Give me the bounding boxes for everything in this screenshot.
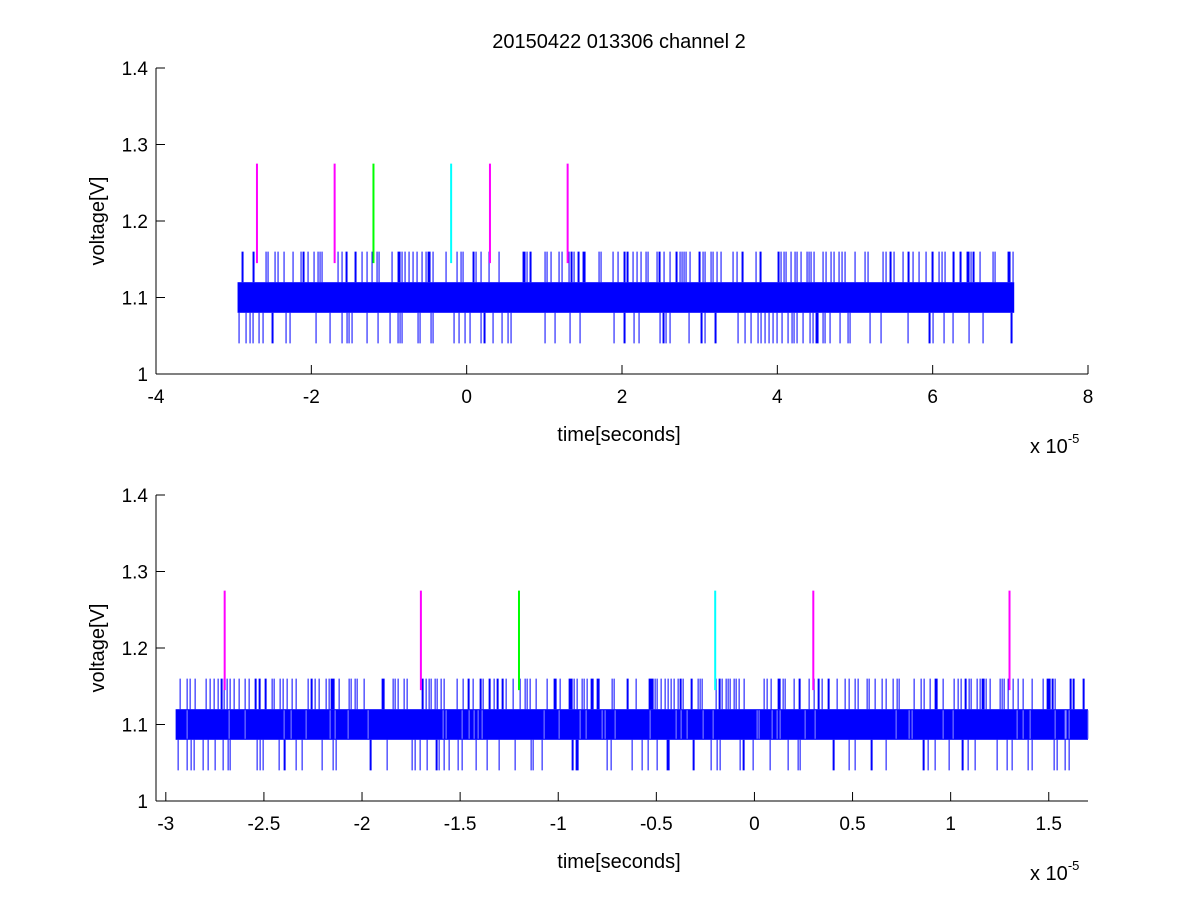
x-exponent-power: -5	[1068, 858, 1080, 873]
x-tick-label: -1.5	[444, 814, 477, 835]
y-tick-label: 1.2	[122, 212, 148, 233]
x-tick-label: -4	[148, 387, 165, 408]
x-tick-label: -2	[303, 387, 320, 408]
x-axis-label: time[seconds]	[557, 424, 680, 446]
y-tick-label: 1.1	[122, 716, 148, 737]
x-tick-label: -2	[354, 814, 371, 835]
y-tick-label: 1.4	[122, 59, 149, 80]
x-tick-label: 4	[772, 387, 783, 408]
x-tick-label: 2	[617, 387, 628, 408]
x-tick-label: 0.5	[839, 814, 865, 835]
x-exponent-base: x 10	[1030, 436, 1068, 458]
x-tick-label: 1	[945, 814, 956, 835]
y-tick-label: 1.1	[122, 289, 148, 310]
x-axis-label: time[seconds]	[557, 851, 680, 873]
y-tick-label: 1.2	[122, 639, 148, 660]
x-tick-label: -1	[550, 814, 567, 835]
x-tick-label: 0	[461, 387, 472, 408]
x-tick-label: -2.5	[248, 814, 281, 835]
y-tick-label: 1	[137, 792, 148, 813]
bottom-chart-panel: -3 -2.5 -2 -1.5 -1 -0.5 0 0.5 1 1.5 1 1.1 1.2 1.3 1.4 t…	[87, 486, 1089, 885]
top-chart-panel: -4 -2 0 2 4 6 8 1 1.1 1.2 1.3 1.4 time[seconds] volta…	[87, 31, 1093, 458]
x-exponent-label: x 10-5	[1030, 431, 1079, 458]
y-tick-label: 1.4	[122, 486, 149, 507]
x-exponent-label: x 10-5	[1030, 858, 1079, 885]
x-tick-label: 8	[1083, 387, 1094, 408]
chart-title: 20150422 013306 channel 2	[492, 31, 746, 53]
x-tick-label: 6	[927, 387, 938, 408]
x-exponent-base: x 10	[1030, 863, 1068, 885]
signal-trace	[237, 251, 1015, 344]
y-axis-label: voltage[V]	[87, 177, 109, 266]
x-tick-label: -0.5	[640, 814, 673, 835]
x-tick-label: 1.5	[1036, 814, 1062, 835]
y-tick-label: 1	[137, 365, 148, 386]
signal-spikes	[177, 678, 1085, 771]
signal-band	[237, 282, 1015, 313]
signal-band	[175, 709, 1089, 740]
x-tick-label: 0	[749, 814, 760, 835]
y-axis-label: voltage[V]	[87, 604, 109, 693]
signal-spikes	[238, 251, 1014, 344]
signal-trace	[175, 678, 1089, 771]
signal-band-texture	[186, 710, 1089, 739]
y-tick-label: 1.3	[122, 136, 148, 157]
y-tick-label: 1.3	[122, 563, 148, 584]
x-exponent-power: -5	[1068, 431, 1080, 446]
x-tick-label: -3	[157, 814, 174, 835]
